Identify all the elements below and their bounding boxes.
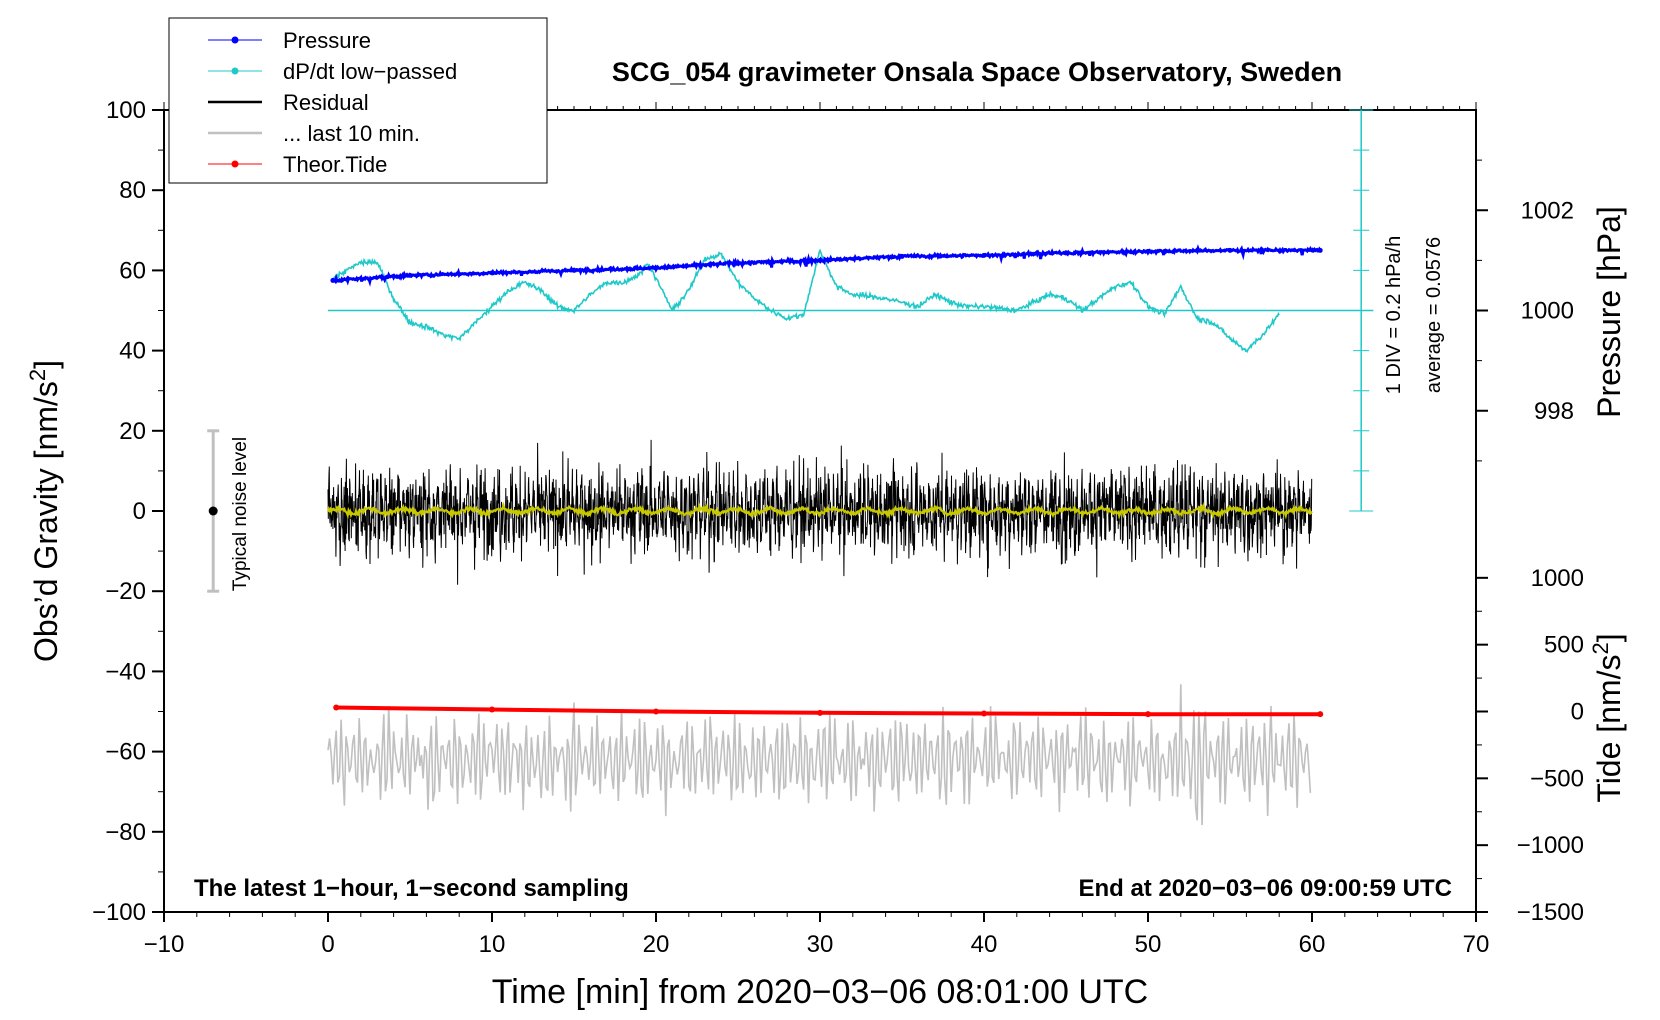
- series-last-10-min: [327, 684, 1312, 826]
- pressure-point: [571, 267, 577, 273]
- tide-point: [817, 709, 823, 716]
- legend-swatch-marker: [231, 36, 239, 44]
- noise-bar-center: [208, 506, 218, 516]
- y-axis-title-text: Obs’d Gravity [nm/s: [28, 381, 64, 662]
- tide-axis-title: Tide [nm/s2]: [1588, 633, 1627, 802]
- y-tick-label: −40: [105, 658, 146, 685]
- tide-axis-title-close: ]: [1591, 633, 1627, 642]
- legend-label: Residual: [283, 90, 369, 115]
- legend-entry: Residual: [208, 90, 369, 115]
- legend-swatch-marker: [231, 67, 239, 75]
- x-tick-label: 50: [1135, 931, 1162, 958]
- dpdt-scale-label: 1 DIV = 0.2 hPa/h: [1383, 236, 1405, 394]
- pressure-point: [1063, 250, 1069, 256]
- x-tick-label: 20: [643, 931, 670, 958]
- x-tick-label: 60: [1299, 931, 1326, 958]
- tide-tick-label: 0: [1571, 699, 1584, 726]
- pressure-point: [817, 257, 823, 263]
- y-tick-label: 80: [119, 177, 146, 204]
- x-axis-title: Time [min] from 2020−03−06 08:01:00 UTC: [492, 973, 1148, 1011]
- tide-point: [653, 708, 659, 715]
- tide-tick-label: 500: [1544, 632, 1584, 659]
- x-tick-label: 30: [807, 931, 834, 958]
- y-axis-title: Obs’d Gravity [nm/s2]: [25, 360, 64, 662]
- legend: Pressure dP/dt low−passed Residual ... last…: [168, 17, 548, 184]
- chart-title: SCG_054 gravimeter Onsala Space Observat…: [612, 57, 1342, 87]
- pressure-point: [1317, 247, 1323, 253]
- pressure-point: [1227, 247, 1233, 253]
- legend-label: Theor.Tide: [283, 152, 387, 177]
- tide-point: [981, 710, 987, 717]
- y-tick-label: −20: [105, 578, 146, 605]
- legend-entry: Theor.Tide: [208, 152, 387, 177]
- pressure-tick-label: 998: [1534, 398, 1574, 425]
- y-tick-label: 20: [119, 418, 146, 445]
- tide-axis-title-sup: 2: [1588, 642, 1613, 654]
- series-dpdt: [332, 248, 1280, 354]
- legend-entry: ... last 10 min.: [208, 121, 420, 146]
- series-layer: [326, 244, 1324, 826]
- dpdt-scale-bar: [328, 109, 1374, 512]
- y-tick-label: −100: [92, 899, 146, 926]
- legend-entry: Pressure: [208, 28, 371, 53]
- y-tick-label: −60: [105, 739, 146, 766]
- series-residual-smoothed: [326, 501, 1313, 520]
- tide-point: [333, 704, 340, 711]
- tide-tick-label: 1000: [1531, 565, 1584, 592]
- legend-label: ... last 10 min.: [283, 121, 420, 146]
- footer-right-text: End at 2020−03−06 09:00:59 UTC: [1078, 875, 1452, 902]
- y-tick-label: 40: [119, 338, 146, 365]
- legend-swatch-marker: [231, 160, 239, 168]
- footer-left-text: The latest 1−hour, 1−second sampling: [194, 875, 629, 902]
- tide-tick-label: −500: [1530, 765, 1584, 792]
- legend-label: Pressure: [283, 28, 371, 53]
- y-axis-gravity: −100 −80 −60 −40 −20 0 20 40 60 80 100: [92, 97, 164, 926]
- pressure-axis-title: Pressure [hPa]: [1591, 206, 1627, 418]
- y-tick-label: −80: [105, 819, 146, 846]
- tide-point: [489, 706, 495, 713]
- pressure-point: [735, 260, 741, 266]
- x-tick-label: −10: [144, 931, 185, 958]
- tide-tick-label: −1500: [1517, 899, 1584, 926]
- pressure-point: [407, 272, 413, 278]
- y-tick-label: 100: [106, 97, 146, 124]
- series-theor-tide: [336, 705, 1321, 717]
- y-axis-tide: −1500 −1000 −500 0 500 1000: [1476, 565, 1584, 926]
- y-axis-title-sup: 2: [25, 369, 50, 381]
- y-tick-label: 0: [133, 498, 146, 525]
- pressure-point: [653, 265, 659, 271]
- tide-tick-label: −1000: [1517, 832, 1584, 859]
- y-tick-label: 60: [119, 257, 146, 284]
- pressure-point: [981, 252, 987, 258]
- pressure-point: [489, 270, 495, 276]
- dpdt-average-label: average = 0.0576: [1423, 237, 1445, 393]
- noise-level-bar: [207, 429, 220, 593]
- legend-box: [168, 17, 548, 184]
- pressure-tick-label: 1002: [1521, 197, 1574, 224]
- noise-level-label: Typical noise level: [230, 437, 251, 591]
- pressure-point: [330, 277, 336, 283]
- y-axis-pressure: 998 1000 1002: [1476, 159, 1574, 462]
- x-tick-label: 70: [1463, 931, 1490, 958]
- x-tick-label: 10: [479, 931, 506, 958]
- legend-entry: dP/dt low−passed: [208, 59, 457, 84]
- legend-label: dP/dt low−passed: [283, 59, 457, 84]
- tide-point: [1317, 711, 1324, 718]
- y-axis-title-close: ]: [28, 360, 64, 369]
- x-tick-label: 40: [971, 931, 998, 958]
- pressure-point: [899, 253, 905, 259]
- pressure-point: [1145, 248, 1151, 254]
- tide-point: [1145, 711, 1151, 718]
- x-axis: −10 0 10 20 30 40 50 60 70: [144, 912, 1490, 958]
- pressure-tick-label: 1000: [1521, 298, 1574, 325]
- tide-axis-title-text: Tide [nm/s: [1591, 654, 1627, 802]
- series-pressure: [332, 244, 1322, 287]
- x-tick-label: 0: [321, 931, 334, 958]
